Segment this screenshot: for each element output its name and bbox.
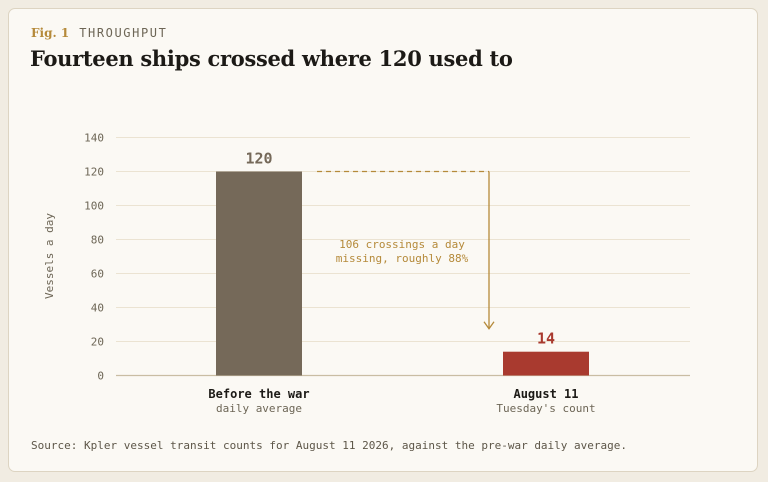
chart-title: Fourteen ships crossed where 120 used to (30, 46, 513, 71)
y-tick-label: 100 (84, 200, 104, 213)
bar-value-label: 14 (537, 330, 555, 348)
source-note: Source: Kpler vessel transit counts for … (31, 439, 628, 452)
y-tick-label: 120 (84, 166, 104, 179)
y-tick-label: 40 (91, 302, 104, 315)
y-tick-label: 0 (97, 370, 104, 383)
kicker-label: THROUGHPUT (79, 26, 168, 40)
x-category-sublabel: Tuesday's count (496, 402, 595, 415)
figure-number: Fig. 1 (31, 26, 70, 40)
y-tick-label: 20 (91, 336, 104, 349)
x-category-sublabel: daily average (216, 402, 302, 415)
y-tick-label: 80 (91, 234, 104, 247)
x-category-label: Before the war (208, 387, 309, 401)
y-tick-label: 140 (84, 132, 104, 145)
x-category-label: August 11 (513, 387, 578, 401)
annotation-text: 106 crossings a day (339, 238, 465, 251)
annotation-text: missing, roughly 88% (336, 252, 469, 265)
bar (503, 351, 589, 376)
bar (216, 171, 302, 376)
bar-value-label: 120 (245, 150, 272, 168)
y-tick-label: 60 (91, 268, 104, 281)
y-axis-label: Vessels a day (43, 213, 56, 299)
annotation-arrowhead (483, 321, 495, 330)
eyebrow: Fig. 1 THROUGHPUT (31, 26, 167, 40)
